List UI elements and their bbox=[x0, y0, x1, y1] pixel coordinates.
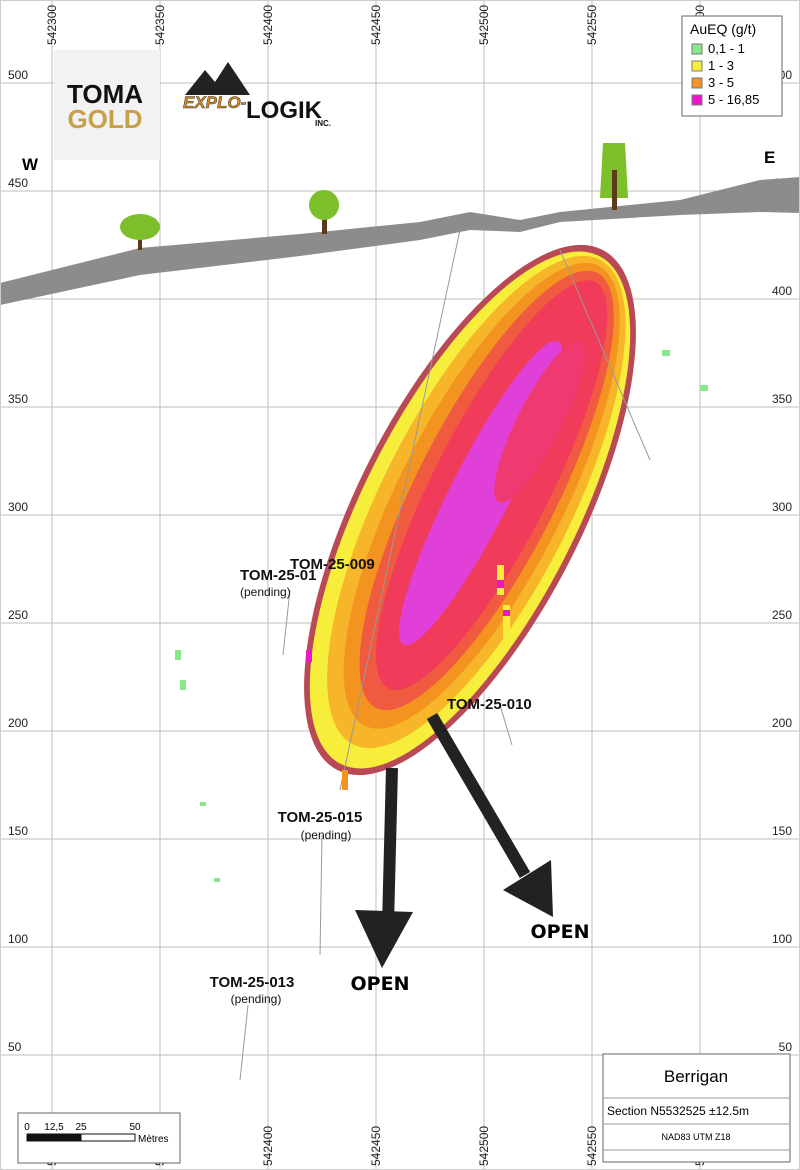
legend-swatch bbox=[691, 77, 703, 89]
easting-label: 542350 bbox=[153, 5, 167, 45]
legend-swatch bbox=[691, 60, 703, 72]
legend-swatch bbox=[691, 94, 703, 106]
tree bbox=[309, 190, 339, 234]
hole-label: TOM-25-010 bbox=[447, 696, 532, 713]
logo-gold: GOLD bbox=[67, 104, 142, 134]
open-arrow bbox=[355, 767, 413, 968]
elevation-label: 400 bbox=[772, 284, 792, 298]
elevation-label: 150 bbox=[772, 824, 792, 838]
easting-label: 542450 bbox=[369, 5, 383, 45]
assay-intervals bbox=[175, 350, 708, 882]
legend-label: 1 - 3 bbox=[708, 58, 734, 73]
hole-label: TOM-25-015 bbox=[278, 809, 363, 826]
easting-label: 542500 bbox=[477, 5, 491, 45]
elevation-label: 250 bbox=[8, 608, 28, 622]
direction-west: W bbox=[22, 155, 39, 174]
open-arrow bbox=[426, 712, 553, 917]
legend-label: 3 - 5 bbox=[708, 75, 734, 90]
block-section: Section N5532525 ±12.5m bbox=[607, 1104, 749, 1118]
easting-label: 542300 bbox=[45, 5, 59, 45]
elevation-label: 200 bbox=[772, 716, 792, 730]
legend-title: AuEQ (g/t) bbox=[690, 21, 756, 37]
tree bbox=[120, 214, 160, 250]
hole-status: (pending) bbox=[231, 992, 282, 1006]
elevation-label: 300 bbox=[772, 500, 792, 514]
scale-label: 50 bbox=[129, 1122, 141, 1133]
easting-label: 542400 bbox=[261, 1126, 275, 1166]
open-label: OPEN bbox=[351, 973, 410, 995]
elevation-label: 300 bbox=[8, 500, 28, 514]
logo-mountains bbox=[185, 62, 250, 95]
scale-label: 0 bbox=[24, 1122, 30, 1133]
elevation-label: 200 bbox=[8, 716, 28, 730]
scale-label: 12,5 bbox=[44, 1122, 64, 1133]
ore-body bbox=[304, 244, 636, 776]
legend-label: 5 - 16,85 bbox=[708, 92, 759, 107]
topography bbox=[0, 177, 800, 305]
elevation-label: 250 bbox=[772, 608, 792, 622]
hole-label: TOM-25-009 bbox=[290, 556, 375, 573]
hole-label: TOM-25-01 bbox=[240, 567, 316, 584]
scale-label: 25 bbox=[75, 1122, 87, 1133]
open-label: OPEN bbox=[531, 921, 590, 943]
elevation-label: 100 bbox=[8, 932, 28, 946]
logo-box bbox=[54, 50, 160, 160]
elevation-label: 50 bbox=[8, 1040, 22, 1054]
logo-logik: LOGIK bbox=[246, 97, 323, 124]
legend-label: 0,1 - 1 bbox=[708, 41, 745, 56]
drill-traces bbox=[239, 229, 651, 1081]
elevation-label: 350 bbox=[8, 392, 28, 406]
scale-unit: Mètres bbox=[138, 1134, 169, 1145]
legend: AuEQ (g/t) 0,1 - 1 1 - 3 3 - 5 5 - 16,85 bbox=[681, 15, 783, 117]
easting-label: 542500 bbox=[477, 1126, 491, 1166]
logo-toma: TOMA bbox=[67, 79, 143, 109]
elevation-label: 450 bbox=[8, 176, 28, 190]
logo-inc: INC. bbox=[315, 119, 331, 128]
block-datum: NAD83 UTM Z18 bbox=[661, 1132, 730, 1142]
hole-status: (pending) bbox=[240, 585, 291, 599]
logo-explo: EXPLO- bbox=[183, 93, 247, 112]
scale-bar: 0 12,5 25 50 bbox=[24, 1122, 141, 1142]
direction-east: E bbox=[764, 148, 775, 167]
elevation-label: 500 bbox=[8, 68, 28, 82]
title-block bbox=[602, 1053, 791, 1163]
elevation-label: 50 bbox=[779, 1040, 793, 1054]
elevation-label: 150 bbox=[8, 824, 28, 838]
easting-label: 542550 bbox=[585, 1126, 599, 1166]
legend-swatch bbox=[691, 43, 703, 55]
easting-label: 542450 bbox=[369, 1126, 383, 1166]
tree bbox=[600, 143, 628, 210]
elevation-label: 100 bbox=[772, 932, 792, 946]
block-name: Berrigan bbox=[664, 1067, 728, 1086]
hole-label: TOM-25-013 bbox=[210, 974, 295, 991]
easting-label: 542400 bbox=[261, 5, 275, 45]
elevation-label: 350 bbox=[772, 392, 792, 406]
easting-label: 542550 bbox=[585, 5, 599, 45]
hole-status: (pending) bbox=[301, 828, 352, 842]
